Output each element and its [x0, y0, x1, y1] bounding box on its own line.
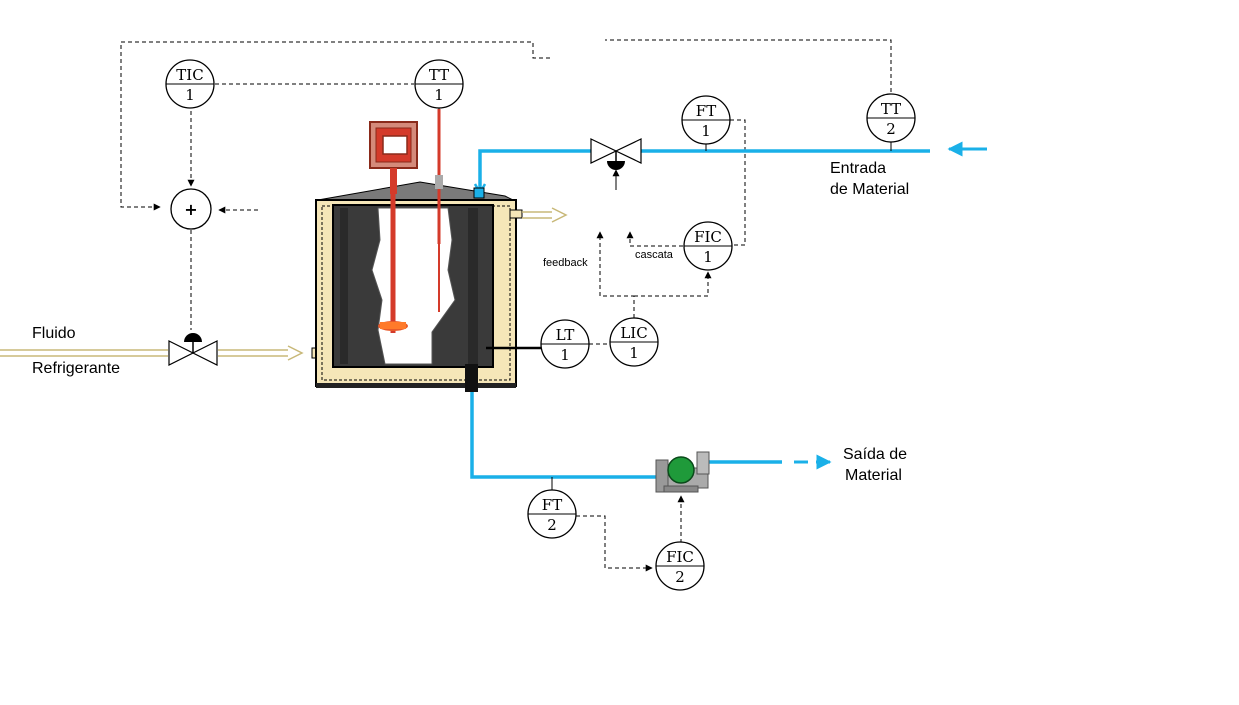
coolant-control-valve [168, 333, 218, 366]
tt2-signal-line [605, 39, 892, 92]
lic1-tag: LIC [620, 324, 647, 342]
fic2-num: 2 [675, 568, 685, 586]
inlet-control-valve [590, 138, 642, 170]
lt1-num: 1 [560, 346, 570, 364]
tic1-num: 1 [185, 86, 195, 104]
instrument-ft1: FT 1 [681, 95, 731, 151]
instrument-fic2: FIC 2 [655, 541, 705, 591]
agitator [369, 121, 418, 333]
lt1-tag: LT [556, 326, 575, 344]
tt1-tag: TT [429, 66, 449, 84]
feedforward-signal-line [120, 41, 550, 211]
tt2-num: 2 [886, 120, 896, 138]
cascade-label: cascata [635, 249, 674, 261]
coolant-line [0, 345, 323, 361]
coolant-label-line1: Fluido [32, 325, 76, 342]
tt1-num: 1 [434, 86, 444, 104]
feedback-signal-line [596, 231, 635, 318]
lic1-fic1-signal-line [634, 271, 712, 297]
fic1-tag: FIC [694, 228, 722, 246]
cascade-signal-line [626, 231, 683, 247]
summing-junction: + [170, 188, 212, 230]
coolant-label-line2: Refrigerante [32, 360, 120, 377]
instrument-lic1: LIC 1 [609, 317, 659, 367]
fic2-tag: FIC [666, 548, 694, 566]
instrument-fic1: FIC 1 [683, 221, 733, 271]
temperature-probe [435, 104, 443, 312]
ft2-tag: FT [542, 496, 562, 514]
instrument-ft2: FT 2 [527, 477, 577, 539]
ft2-fic2-signal-line [576, 515, 653, 572]
signal-lines [120, 39, 892, 572]
tt2-tag: TT [881, 100, 901, 118]
instrument-tic1: TIC 1 [165, 59, 215, 109]
lic1-num: 1 [629, 344, 639, 362]
tic1-tag: TIC [176, 66, 203, 84]
reactor-vessel [315, 181, 568, 392]
instrument-tt1: TT 1 [414, 59, 464, 109]
material-pipes [470, 141, 987, 479]
inlet-label-line1: Entrada [830, 160, 886, 177]
outlet-label-line2: Material [845, 467, 902, 484]
inlet-label-line2: de Material [830, 181, 909, 198]
inlet-pipe-left [478, 149, 592, 188]
instrument-lt1: LT 1 [540, 319, 590, 369]
ft1-fic1-signal-line [730, 119, 746, 246]
outlet-label-line1: Saída de [843, 446, 907, 463]
instrument-tt2: TT 2 [866, 93, 916, 151]
summer-symbol: + [184, 200, 197, 219]
fic1-num: 1 [703, 248, 713, 266]
outlet-pump [655, 451, 710, 493]
feedback-label: feedback [543, 257, 588, 269]
outlet-pipe-bottom [470, 392, 660, 479]
ft1-num: 1 [701, 122, 711, 140]
ft2-num: 2 [547, 516, 557, 534]
ft1-tag: FT [696, 102, 716, 120]
